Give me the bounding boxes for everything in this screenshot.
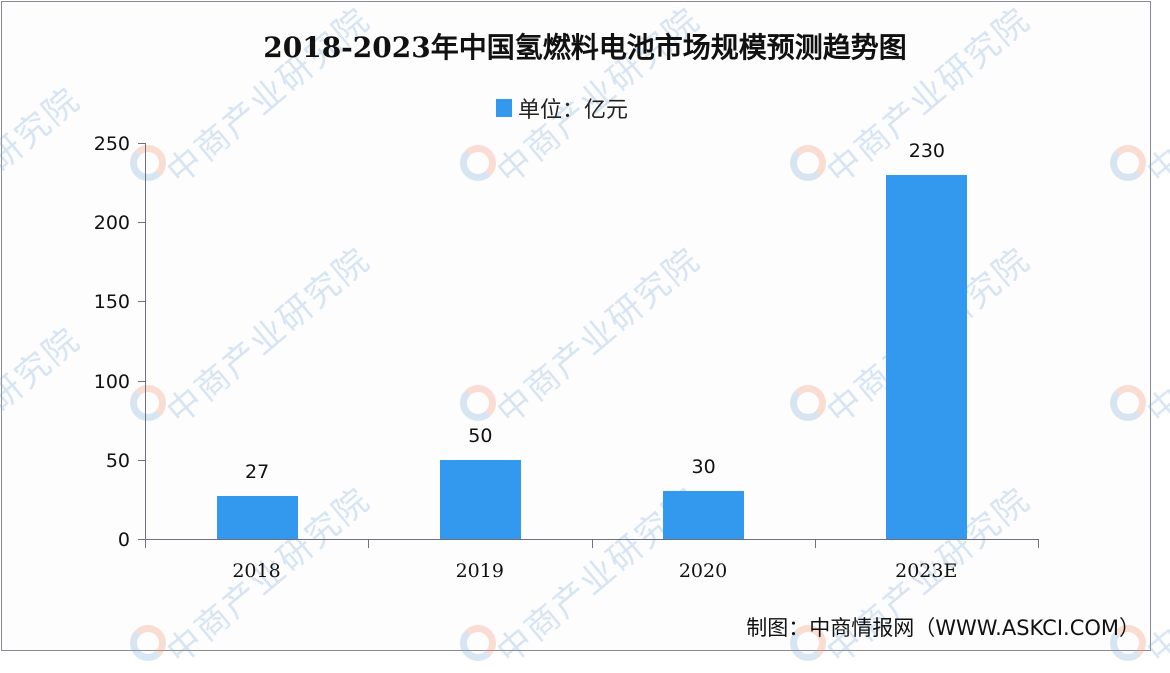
y-tick [138, 380, 145, 382]
y-axis [145, 143, 146, 540]
x-tick-label: 2019 [455, 560, 504, 582]
bar-2019 [439, 459, 521, 539]
legend-label: 单位：亿元 [518, 98, 629, 123]
y-tick-label: 250 [93, 133, 130, 155]
legend: 单位：亿元 [496, 92, 628, 124]
x-tick [145, 539, 146, 548]
y-tick-label: 50 [105, 449, 130, 472]
y-tick [138, 301, 145, 303]
legend-swatch-icon [496, 99, 512, 117]
x-tick-label: 2020 [678, 560, 728, 582]
y-tick [138, 539, 145, 540]
x-tick [814, 539, 816, 548]
x-tick [368, 539, 370, 548]
data-label: 50 [468, 424, 493, 447]
y-tick [138, 143, 145, 144]
data-label: 230 [908, 139, 945, 162]
bar-2023E [886, 174, 968, 539]
bar-2020 [663, 491, 745, 539]
y-tick [138, 222, 145, 224]
y-tick-label: 150 [93, 291, 130, 314]
x-tick [591, 539, 593, 548]
data-label: 30 [691, 456, 716, 479]
y-tick-label: 0 [117, 529, 130, 551]
x-tick-label: 2023E [895, 560, 958, 582]
bar-2018 [216, 496, 298, 539]
x-tick [1038, 539, 1039, 548]
data-label: 27 [245, 461, 270, 484]
y-tick [138, 459, 145, 461]
y-tick-label: 200 [93, 212, 130, 235]
x-tick-label: 2018 [232, 560, 281, 582]
chart-title: 2018-2023年中国氢燃料电池市场规模预测趋势图 [263, 31, 907, 64]
y-tick-label: 100 [93, 370, 130, 393]
source-footer: 制图：中商情报网（WWW.ASKCI.COM） [746, 616, 1140, 640]
